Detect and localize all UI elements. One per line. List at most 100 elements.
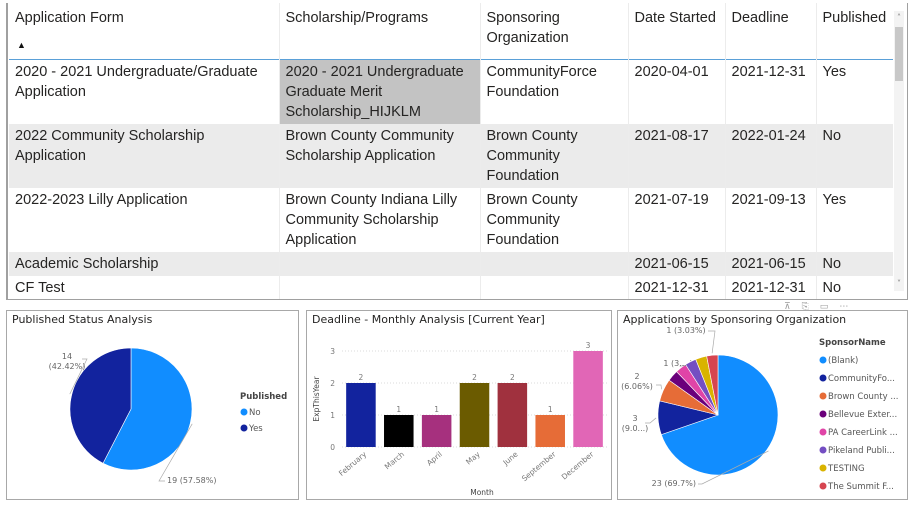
cell-date-started[interactable]: 2021-12-31 <box>628 275 726 299</box>
data-label: 1 (3....) <box>663 359 692 368</box>
sponsor-org-pie-chart: 23 (69.7%) 3 (9.0...) 2 (6.06%) 1 (3....) 1 (3… <box>621 326 898 492</box>
copy-icon[interactable]: ⎘ <box>801 302 809 312</box>
focus-mode-icon[interactable]: ▭ <box>819 302 829 312</box>
chart-title: Deadline - Monthly Analysis [Current Yea… <box>312 313 545 326</box>
bar-december[interactable] <box>573 351 603 447</box>
legend-marker-icon <box>240 408 248 416</box>
legend-marker-icon <box>819 410 827 418</box>
cell-sponsoring-organization[interactable]: Brown County Community Foundation <box>480 187 629 252</box>
pie-slice-yes[interactable] <box>69 347 132 464</box>
table-row[interactable]: 2022 Community Scholarship Application B… <box>9 123 893 188</box>
legend-item[interactable]: The Summit F... <box>827 482 894 492</box>
data-label: 2 (6.06%) <box>621 372 653 391</box>
legend-item[interactable]: PA CareerLink ... <box>828 428 898 438</box>
cell-application-form[interactable]: CF Test <box>9 275 280 299</box>
x-tick-label: May <box>464 449 482 466</box>
data-label: 3 (9.0...) <box>622 414 649 433</box>
bar-data-label: 1 <box>548 405 553 414</box>
cell-deadline[interactable]: 2022-01-24 <box>725 123 817 188</box>
cell-date-started[interactable]: 2020-04-01 <box>628 59 726 124</box>
cell-application-form[interactable]: Academic Scholarship <box>9 251 280 276</box>
bar-february[interactable] <box>346 383 376 447</box>
x-axis-title: Month <box>470 488 494 497</box>
y-tick-label: 0 <box>330 443 335 452</box>
table-vertical-scrollbar[interactable]: ˄ ˅ <box>894 11 904 291</box>
column-header-date-started[interactable]: Date Started <box>628 3 726 59</box>
cell-scholarship-program[interactable] <box>279 251 481 276</box>
legend-item[interactable]: Yes <box>248 424 263 434</box>
filter-icon[interactable]: ⊼ <box>784 302 791 312</box>
chart-title: Applications by Sponsoring Organization <box>623 313 847 326</box>
cell-published[interactable]: Yes <box>822 191 847 208</box>
sort-ascending-icon[interactable]: ▲ <box>17 39 26 50</box>
published-status-card: Published Status Analysis 19 (57.58%) 14(… <box>6 310 299 500</box>
bar-april[interactable] <box>421 415 452 447</box>
data-label: 23 (69.7%) <box>652 479 696 488</box>
scroll-up-icon[interactable]: ˄ <box>897 13 901 22</box>
cell-date-started[interactable]: 2021-06-15 <box>628 251 726 276</box>
legend-marker-icon <box>819 356 827 364</box>
scrollbar-thumb[interactable] <box>895 27 903 81</box>
cell-sponsoring-organization[interactable] <box>480 275 629 299</box>
legend-item[interactable]: TESTING <box>827 464 865 474</box>
column-header-application-form[interactable]: Application Form ▲ <box>9 3 280 59</box>
pie-slice-no[interactable] <box>102 347 193 471</box>
legend-item[interactable]: Pikeland Publi... <box>828 446 895 456</box>
deadline-monthly-card: Deadline - Monthly Analysis [Current Yea… <box>306 310 612 500</box>
bar-data-label: 3 <box>586 341 591 350</box>
y-tick-label: 3 <box>330 347 335 356</box>
cell-scholarship-program[interactable]: Brown County Community Scholarship Appli… <box>279 123 481 188</box>
bar-june[interactable] <box>497 383 528 447</box>
bar-march[interactable] <box>384 415 414 447</box>
cell-published[interactable]: No <box>822 279 842 296</box>
cell-sponsoring-organization[interactable]: CommunityForce Foundation <box>480 59 629 124</box>
scroll-down-icon[interactable]: ˅ <box>897 279 901 288</box>
cell-deadline[interactable]: 2021-06-15 <box>725 251 817 276</box>
y-axis-title: ExpThisYear <box>312 376 321 422</box>
cell-deadline[interactable]: 2021-09-13 <box>725 187 817 252</box>
cell-sponsoring-organization[interactable]: Brown County Community Foundation <box>480 123 629 188</box>
bar-september[interactable] <box>535 415 565 447</box>
leader-line <box>158 423 193 482</box>
sponsor-org-card: Applications by Sponsoring Organization … <box>617 310 908 500</box>
table-row[interactable]: CF Test 2021-12-31 2021-12-31 No <box>9 275 893 299</box>
cell-published[interactable]: No <box>822 255 842 272</box>
bar-may[interactable] <box>459 383 490 447</box>
cell-scholarship-program[interactable] <box>279 275 481 299</box>
bar-data-label: 2 <box>359 373 364 382</box>
visual-header-toolbar: ⊼ ⎘ ▭ ⋯ <box>784 303 848 313</box>
cell-application-form[interactable]: 2022 Community Scholarship Application <box>9 123 280 188</box>
cell-deadline[interactable]: 2021-12-31 <box>725 275 817 299</box>
cell-published[interactable]: Yes <box>822 63 847 80</box>
leader-line <box>656 384 662 390</box>
table-row[interactable]: 2022-2023 Lilly Application Brown County… <box>9 187 893 252</box>
applications-table: Application Form ▲ Scholarship/Programs … <box>9 3 893 301</box>
cell-date-started[interactable]: 2021-07-19 <box>628 187 726 252</box>
legend-item[interactable]: (Blank) <box>828 356 858 366</box>
legend-item[interactable]: CommunityFo... <box>828 374 895 384</box>
column-header-deadline[interactable]: Deadline <box>725 3 817 59</box>
table-row[interactable]: Academic Scholarship 2021-06-15 2021-06-… <box>9 251 893 276</box>
table-row-partially-visible[interactable] <box>9 300 893 301</box>
legend-item[interactable]: Bellevue Exter... <box>828 410 897 420</box>
column-header-published[interactable]: Published <box>822 10 887 26</box>
x-tick-label: February <box>337 449 369 478</box>
cell-published[interactable]: No <box>822 127 842 144</box>
cell-application-form[interactable]: 2020 - 2021 Undergraduate/Graduate Appli… <box>9 59 280 124</box>
pie-slice-blank[interactable] <box>660 354 779 476</box>
column-header-sponsoring-organization[interactable]: Sponsoring Organization <box>480 3 629 59</box>
table-row[interactable]: 2020 - 2021 Undergraduate/Graduate Appli… <box>9 59 893 124</box>
more-options-icon[interactable]: ⋯ <box>839 302 849 312</box>
cell-deadline[interactable]: 2021-12-31 <box>725 59 817 124</box>
leader-line <box>698 450 769 485</box>
legend-item[interactable]: No <box>249 408 261 418</box>
legend-item[interactable]: Brown County ... <box>828 392 898 402</box>
cell-date-started[interactable]: 2021-08-17 <box>628 123 726 188</box>
column-header-scholarship-programs[interactable]: Scholarship/Programs <box>279 3 481 59</box>
cell-sponsoring-organization[interactable] <box>480 251 629 276</box>
cell-scholarship-program-selected[interactable]: 2020 - 2021 Undergraduate Graduate Merit… <box>279 59 481 124</box>
pie-slice-the-summit-f[interactable] <box>706 354 719 416</box>
cell-scholarship-program[interactable]: Brown County Indiana Lilly Community Sch… <box>279 187 481 252</box>
cell-application-form[interactable]: 2022-2023 Lilly Application <box>9 187 280 252</box>
data-label: 19 (57.58%) <box>167 476 216 485</box>
